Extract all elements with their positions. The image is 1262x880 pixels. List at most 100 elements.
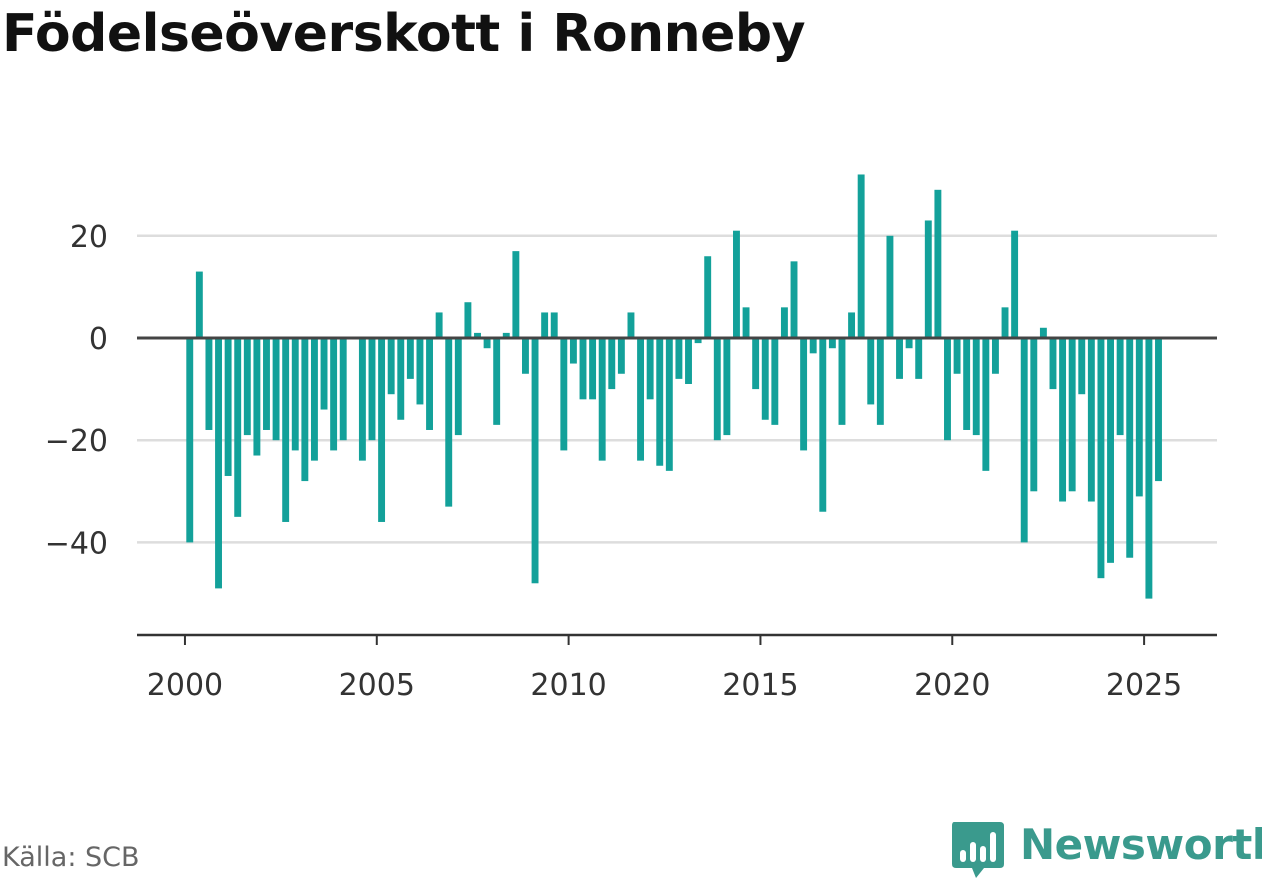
bar	[512, 251, 520, 338]
bar	[454, 338, 462, 436]
newsworthy-logo-icon	[952, 822, 1004, 878]
bar	[704, 256, 712, 338]
bar	[474, 332, 481, 338]
x-tick-label: 2005	[339, 668, 415, 703]
bar	[464, 302, 472, 338]
source-credit: Källa: SCB	[2, 842, 140, 873]
bar	[1068, 338, 1076, 492]
bar	[1059, 338, 1067, 502]
bar	[809, 338, 817, 354]
bar	[886, 235, 894, 338]
y-tick-label: 0	[89, 322, 108, 357]
bar	[330, 338, 338, 451]
bar	[665, 338, 673, 471]
bar	[1001, 307, 1009, 338]
bar	[1030, 338, 1038, 492]
bar	[1107, 338, 1114, 563]
bar	[1135, 338, 1143, 497]
bar	[1116, 338, 1124, 436]
bar	[1078, 338, 1086, 395]
bar	[378, 338, 386, 522]
bar	[483, 338, 491, 349]
bar	[368, 338, 376, 441]
bar	[234, 338, 242, 517]
bar	[1039, 327, 1047, 338]
bar	[646, 338, 654, 400]
bar	[944, 338, 951, 441]
bar	[291, 338, 299, 451]
bar	[991, 338, 999, 374]
bar	[406, 338, 414, 379]
bar	[272, 338, 280, 441]
bar	[771, 338, 779, 425]
brand-name: Newsworthy	[1020, 820, 1262, 869]
bar	[339, 338, 347, 441]
bar	[800, 338, 808, 451]
x-tick-labels: 2000 2005 2010 2015 2020 2025	[147, 668, 1183, 703]
bar	[186, 338, 194, 543]
bar	[253, 338, 261, 456]
bar	[1145, 338, 1153, 599]
y-tick-label: −20	[45, 424, 108, 459]
bar	[1126, 338, 1134, 558]
bar	[310, 338, 318, 461]
bar	[493, 338, 501, 425]
bar	[320, 338, 328, 410]
bar	[867, 338, 875, 405]
bar	[589, 338, 597, 400]
bar	[675, 338, 683, 379]
bar	[608, 338, 616, 390]
bar	[780, 307, 788, 338]
bar	[790, 261, 798, 338]
bar	[263, 338, 270, 430]
bar	[560, 338, 568, 451]
bar	[972, 338, 980, 436]
bar	[301, 338, 309, 482]
bar	[579, 338, 587, 400]
bar	[445, 338, 453, 507]
bar	[1049, 338, 1057, 390]
axes	[137, 336, 1217, 645]
bar	[752, 338, 760, 390]
bar	[934, 189, 942, 338]
bar	[656, 338, 664, 466]
bar	[416, 338, 424, 405]
bar	[627, 312, 635, 338]
bar	[713, 338, 721, 441]
x-tick-label: 2010	[530, 668, 606, 703]
bar	[982, 338, 990, 471]
bar	[694, 338, 702, 344]
y-tick-label: 20	[70, 220, 108, 255]
page-title: Födelseöverskott i Ronneby	[2, 4, 806, 64]
bar	[761, 338, 769, 420]
bar	[838, 338, 846, 425]
bar	[282, 338, 290, 522]
y-tick-labels: 20 0 −20 −40	[45, 220, 108, 562]
bar	[905, 338, 913, 349]
bar	[550, 312, 558, 338]
bar	[397, 338, 405, 420]
bar	[1020, 338, 1028, 543]
bar	[1087, 338, 1095, 502]
bar	[1097, 338, 1105, 579]
bar	[733, 230, 740, 338]
bar	[358, 338, 366, 461]
bar	[963, 338, 971, 430]
bar	[857, 174, 865, 338]
bar	[195, 271, 203, 338]
bar	[435, 312, 443, 338]
y-tick-label: −40	[45, 526, 108, 561]
bar	[387, 338, 395, 395]
bar	[598, 338, 606, 461]
bar	[1011, 230, 1019, 338]
bar	[876, 338, 884, 425]
bar	[502, 332, 510, 338]
bar	[637, 338, 645, 461]
bar	[205, 338, 213, 430]
bar	[617, 338, 625, 374]
x-tick-label: 2020	[914, 668, 990, 703]
x-tick-label: 2000	[147, 668, 223, 703]
bar	[1155, 338, 1162, 482]
bar	[896, 338, 903, 379]
